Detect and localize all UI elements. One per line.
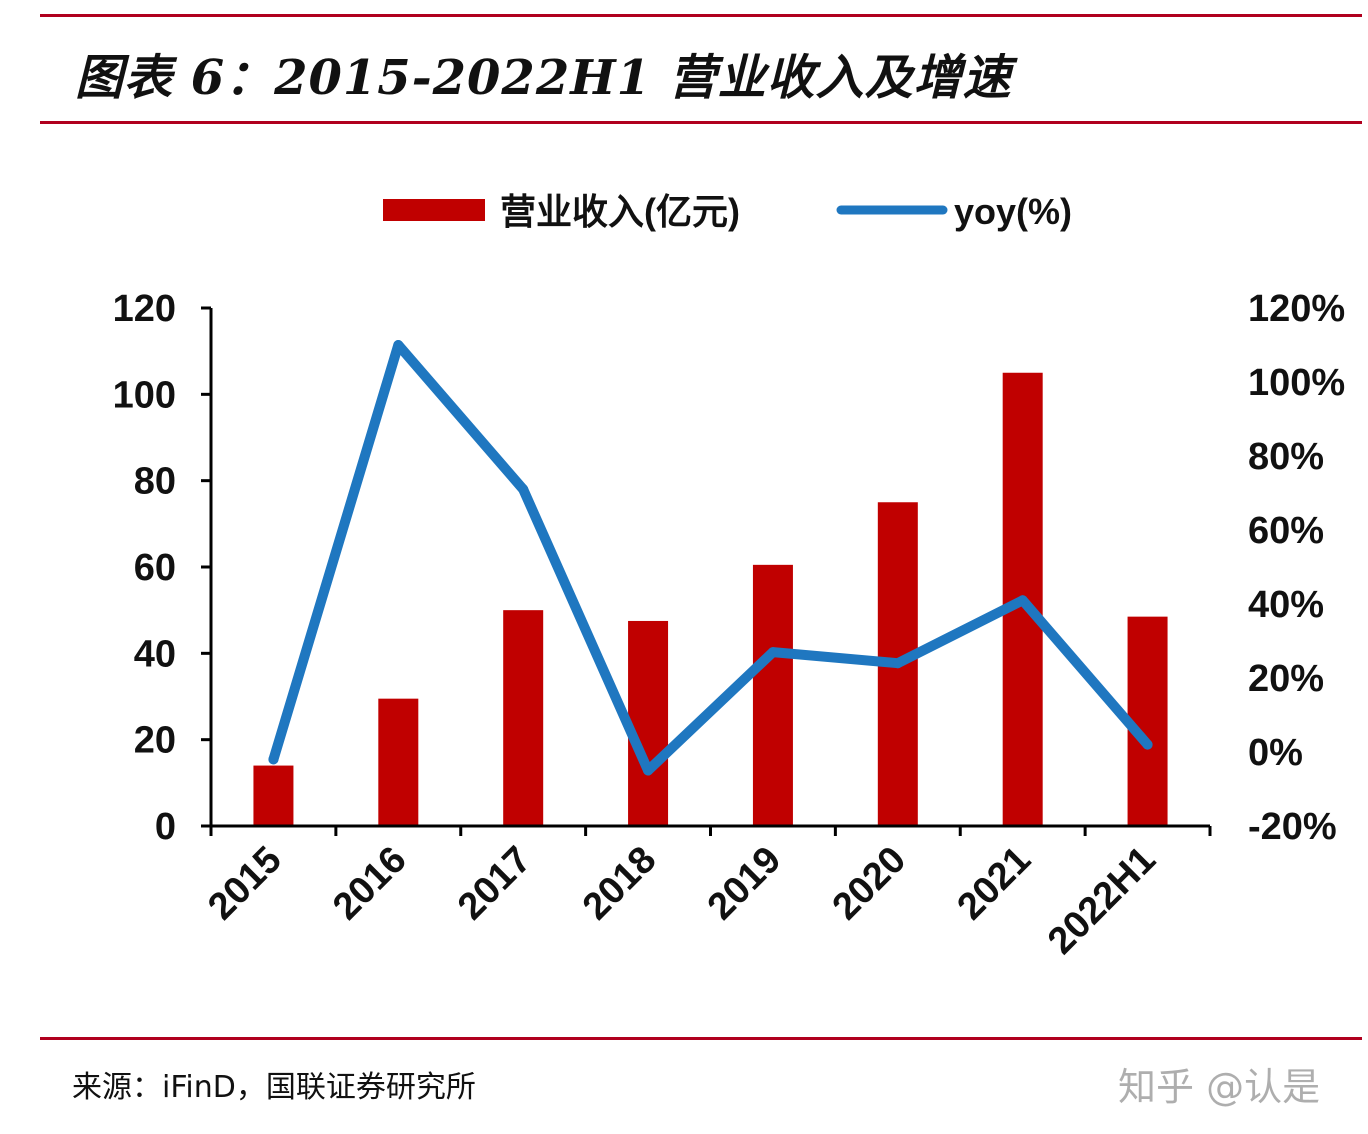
yoy-point-2021: [1017, 595, 1028, 606]
bottom-rule: [40, 1037, 1362, 1040]
y-right-tick-label: 20%: [1248, 658, 1324, 700]
revenue-growth-chart: 营业收入(亿元) yoy(%) 0 20 40 60 80 100 120 2015 2016 201…: [113, 191, 1346, 963]
bar-2018: [628, 620, 669, 826]
bar-2022H1: [1127, 616, 1168, 826]
bar-2015: [253, 765, 294, 826]
y-right-tick-label: 40%: [1248, 584, 1324, 626]
y-right-tick-label: 80%: [1248, 436, 1324, 478]
yoy-point-2015: [268, 754, 279, 765]
y-right-tick-label: 100%: [1248, 362, 1345, 404]
legend-label-revenue: 营业收入(亿元): [500, 191, 740, 232]
source-note: 来源：iFinD，国联证券研究所: [72, 1070, 476, 1105]
y-left-tick-label: 40: [134, 633, 176, 675]
y-right-tick-label: 120%: [1248, 288, 1345, 330]
yoy-point-2022H1: [1142, 739, 1153, 750]
bar-2017: [503, 610, 544, 826]
yoy-point-2020: [892, 658, 903, 669]
yoy-point-2016: [393, 340, 404, 350]
x-tick-label-2015: 2015: [200, 839, 289, 928]
yoy-point-2019: [767, 647, 778, 658]
y-right-tick-label: 0%: [1248, 732, 1303, 774]
legend-label-yoy: yoy(%): [954, 191, 1072, 232]
watermark: 知乎 @认是: [1118, 1065, 1321, 1109]
y-right-tick-label: 60%: [1248, 510, 1324, 552]
x-tick-label-2021: 2021: [950, 839, 1039, 928]
x-tick-label-2018: 2018: [575, 839, 664, 928]
y-right-tick-label: -20%: [1248, 806, 1337, 848]
x-tick-label-2017: 2017: [450, 839, 539, 928]
y-left-tick-label: 80: [134, 461, 176, 503]
bar-2016: [378, 698, 419, 826]
y-left-tick-label: 120: [113, 288, 176, 330]
legend-bar-swatch: [383, 199, 485, 221]
x-tick-label-2019: 2019: [700, 839, 789, 928]
page-title: 图表 6：2015-2022H1 营业收入及增速: [75, 50, 1012, 106]
x-tick-label-2020: 2020: [825, 839, 914, 928]
top-rule: [40, 14, 1362, 17]
yoy-line: [268, 340, 1153, 776]
x-tick-label-2016: 2016: [325, 839, 414, 928]
y-left-tick-label: 0: [155, 806, 176, 848]
y-left-tick-label: 100: [113, 374, 176, 416]
x-tick-label-2022H1: 2022H1: [1040, 839, 1164, 963]
y-left-tick-label: 20: [134, 720, 176, 762]
y-left-tick-label: 60: [134, 547, 176, 589]
bar-2019: [752, 564, 793, 826]
yoy-point-2018: [643, 765, 654, 776]
yoy-point-2017: [518, 484, 529, 495]
title-rule: [40, 121, 1362, 124]
